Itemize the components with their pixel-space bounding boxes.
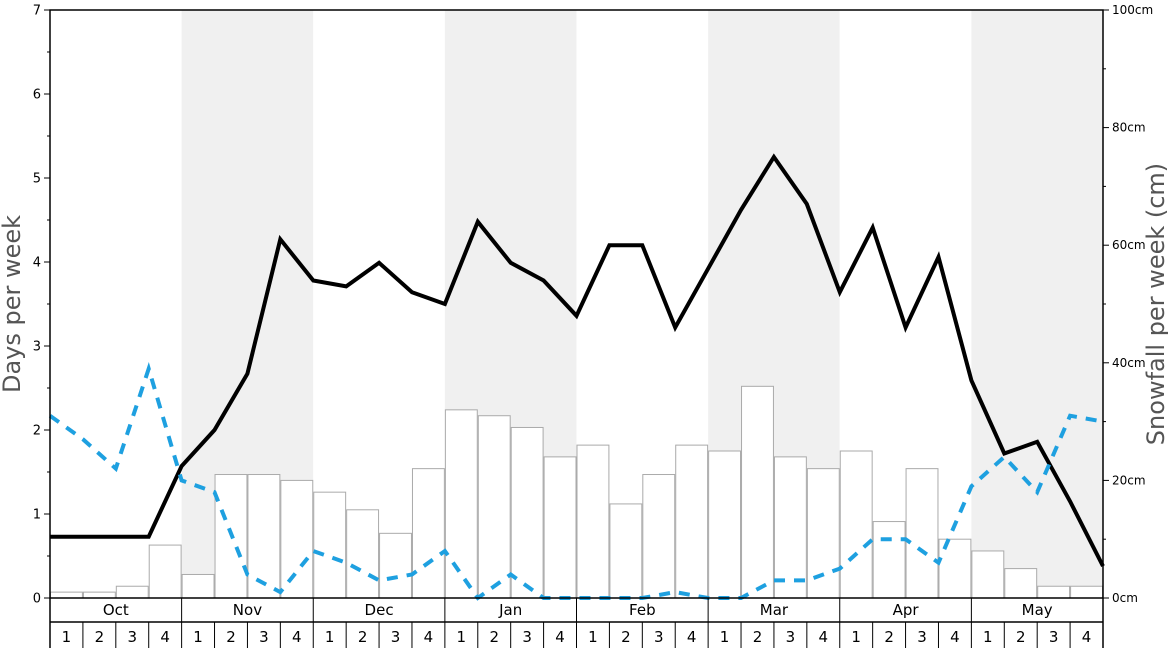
y-axis-title-left: Days per week xyxy=(0,215,26,393)
week-label: 4 xyxy=(292,628,302,646)
snowfall-bar xyxy=(741,385,774,599)
week-label: 2 xyxy=(358,628,368,646)
solid-series-line xyxy=(50,153,1105,568)
week-label: 1 xyxy=(193,628,203,646)
snowfall-bar xyxy=(477,415,511,599)
week-label: 2 xyxy=(621,628,631,646)
week-label: 4 xyxy=(160,628,170,646)
snowfall-bar xyxy=(82,591,116,599)
snowfall-bar xyxy=(148,544,182,599)
left-tick-label: 3 xyxy=(33,340,41,355)
snowfall-bar xyxy=(971,550,1005,599)
week-label: 4 xyxy=(819,628,829,646)
snowfall-bar xyxy=(280,479,314,599)
left-tick-label: 7 xyxy=(33,4,41,19)
week-label: 3 xyxy=(654,628,664,646)
week-label: 4 xyxy=(1082,628,1092,646)
week-label: 3 xyxy=(522,628,532,646)
snowfall-bar xyxy=(444,409,478,599)
left-tick-label: 4 xyxy=(33,256,41,271)
left-tick-label: 6 xyxy=(33,88,41,103)
snowfall-bar xyxy=(379,532,412,599)
snowfall-bar xyxy=(675,444,709,599)
week-label: 2 xyxy=(884,628,894,646)
snowfall-bar xyxy=(1070,585,1103,599)
month-label-apr: Apr xyxy=(893,601,920,619)
snowfall-bar xyxy=(872,521,906,599)
month-label-jan: Jan xyxy=(498,601,522,619)
week-label: 3 xyxy=(391,628,401,646)
left-axis: 0 1 2 3 4 5 6 7 xyxy=(33,4,50,607)
week-label: 3 xyxy=(917,628,927,646)
month-label-nov: Nov xyxy=(233,601,262,619)
right-tick-label: 100cm xyxy=(1112,3,1153,17)
snowfall-bar xyxy=(50,591,83,599)
week-label: 3 xyxy=(259,628,269,646)
right-tick-label: 60cm xyxy=(1112,238,1146,252)
week-label: 2 xyxy=(226,628,236,646)
snowfall-bar xyxy=(411,468,445,599)
right-axis: 0cm 20cm 40cm 60cm 80cm 100cm xyxy=(1103,3,1153,605)
snowfall-bar xyxy=(1004,568,1038,599)
month-label-oct: Oct xyxy=(103,601,129,619)
right-tick-label: 20cm xyxy=(1112,473,1146,487)
week-label: 4 xyxy=(950,628,960,646)
week-label: 1 xyxy=(720,628,730,646)
snowfall-bar xyxy=(313,491,347,599)
week-axis: 1 2 3 4 1 2 3 4 1 2 3 4 1 2 3 4 1 2 3 4 1 2 3 4 1 2 3 4 1 2 3 4 xyxy=(62,622,1092,648)
week-label: 2 xyxy=(753,628,763,646)
month-label-feb: Feb xyxy=(629,601,656,619)
snowfall-bar xyxy=(510,426,544,599)
month-band-oct xyxy=(50,10,182,598)
snowfall-bar xyxy=(839,450,873,599)
week-label: 1 xyxy=(983,628,993,646)
right-tick-label: 80cm xyxy=(1112,121,1146,135)
left-tick-label: 5 xyxy=(33,172,41,187)
week-label: 1 xyxy=(457,628,467,646)
week-label: 3 xyxy=(127,628,137,646)
left-tick-label: 0 xyxy=(33,592,41,607)
month-label-dec: Dec xyxy=(365,601,394,619)
month-label-mar: Mar xyxy=(760,601,789,619)
snowfall-bar xyxy=(642,474,676,599)
snowfall-bar xyxy=(905,468,939,599)
week-label: 3 xyxy=(786,628,796,646)
snowfall-bar xyxy=(247,474,281,599)
snowfall-bar xyxy=(806,468,840,599)
week-label: 1 xyxy=(62,628,72,646)
week-label: 1 xyxy=(588,628,598,646)
month-band-may xyxy=(971,10,1103,598)
snowfall-bar xyxy=(181,573,215,599)
week-label: 1 xyxy=(851,628,861,646)
snowfall-bar xyxy=(708,450,742,599)
month-label-may: May xyxy=(1022,601,1053,619)
snowfall-bar xyxy=(115,585,149,599)
right-tick-label: 40cm xyxy=(1112,356,1146,370)
week-label: 3 xyxy=(1049,628,1059,646)
snowfall-bar xyxy=(773,456,807,599)
week-label: 2 xyxy=(489,628,499,646)
days-lines xyxy=(48,153,1105,601)
snowfall-bar xyxy=(1037,585,1071,599)
right-tick-label: 0cm xyxy=(1112,591,1138,605)
snowfall-bar xyxy=(609,503,643,599)
dashed-series-line xyxy=(48,361,1104,601)
week-label: 1 xyxy=(325,628,335,646)
snowfall-bar xyxy=(346,509,380,599)
week-label: 4 xyxy=(687,628,697,646)
week-label: 2 xyxy=(1016,628,1026,646)
week-label: 4 xyxy=(555,628,565,646)
left-tick-label: 1 xyxy=(33,508,41,523)
month-axis: Oct Nov Dec Jan Feb Mar Apr May xyxy=(49,598,1104,648)
snowfall-bar xyxy=(576,444,610,599)
y-axis-title-right: Snowfall per week (cm) xyxy=(1142,163,1168,445)
week-label: 2 xyxy=(95,628,105,646)
week-label: 4 xyxy=(424,628,434,646)
snowfall-bar xyxy=(543,456,577,599)
left-tick-label: 2 xyxy=(33,424,41,439)
